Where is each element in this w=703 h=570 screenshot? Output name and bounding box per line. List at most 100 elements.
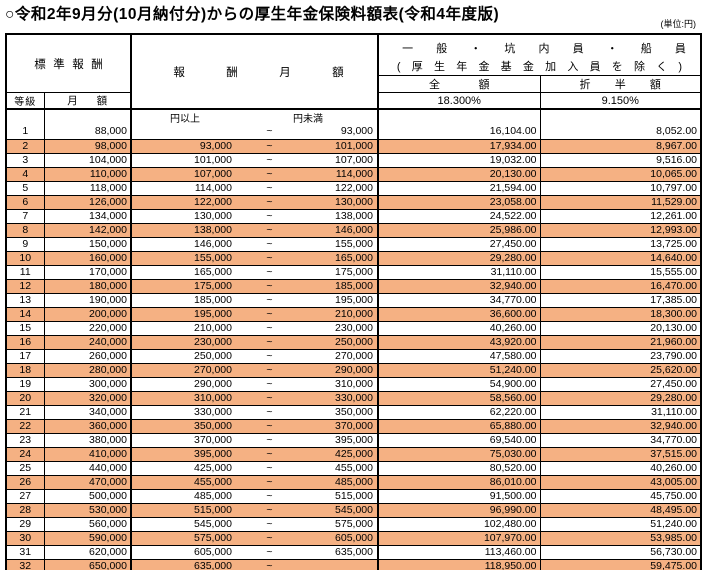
range-from-cell: 230,000 bbox=[131, 335, 238, 350]
half-amount-cell: 21,960.00 bbox=[540, 335, 701, 350]
range-to-cell: 122,000 bbox=[291, 181, 379, 196]
grade-cell: 17 bbox=[6, 349, 45, 364]
header-general-group: 一般・坑内員・船員 (厚生年金基金加入員を除く) bbox=[378, 34, 701, 76]
range-from-cell: 101,000 bbox=[131, 153, 238, 168]
range-to-cell: 107,000 bbox=[291, 153, 379, 168]
range-tilde: ~ bbox=[238, 237, 291, 252]
range-tilde: ~ bbox=[238, 475, 291, 490]
range-from-cell: 130,000 bbox=[131, 209, 238, 224]
grade-cell: 13 bbox=[6, 293, 45, 308]
half-amount-cell: 17,385.00 bbox=[540, 293, 701, 308]
range-from-cell: 515,000 bbox=[131, 503, 238, 518]
full-amount-cell: 75,030.00 bbox=[378, 447, 541, 462]
grade-cell: 30 bbox=[6, 531, 45, 546]
half-amount-cell: 27,450.00 bbox=[540, 377, 701, 392]
half-amount-cell: 51,240.00 bbox=[540, 517, 701, 532]
range-from-cell: 175,000 bbox=[131, 279, 238, 294]
full-amount-cell: 58,560.00 bbox=[378, 391, 541, 406]
range-to-cell: 575,000 bbox=[291, 517, 379, 532]
table-row: 11 170,000 165,000 ~175,000 31,110.00 15,555.… bbox=[6, 265, 701, 280]
range-to-cell: 185,000 bbox=[291, 279, 379, 294]
range-from-cell: 605,000 bbox=[131, 545, 238, 560]
grade-cell: 22 bbox=[6, 419, 45, 434]
half-amount-cell: 12,993.00 bbox=[540, 223, 701, 238]
range-from-cell bbox=[131, 125, 238, 140]
full-amount-cell: 51,240.00 bbox=[378, 363, 541, 378]
range-to-cell: 485,000 bbox=[291, 475, 379, 490]
half-amount-cell: 32,940.00 bbox=[540, 419, 701, 434]
full-amount-cell: 31,110.00 bbox=[378, 265, 541, 280]
range-to-cell: 210,000 bbox=[291, 307, 379, 322]
table-row: 26 470,000 455,000 ~485,000 86,010.00 43,005.… bbox=[6, 475, 701, 490]
grade-cell: 20 bbox=[6, 391, 45, 406]
full-amount-cell: 27,450.00 bbox=[378, 237, 541, 252]
range-from-cell: 250,000 bbox=[131, 349, 238, 364]
range-from-cell: 195,000 bbox=[131, 307, 238, 322]
header-standard-remuneration: 標準報酬 bbox=[6, 34, 132, 93]
range-tilde: ~ bbox=[238, 461, 291, 476]
full-amount-cell: 23,058.00 bbox=[378, 195, 541, 210]
grade-cell: 2 bbox=[6, 139, 45, 154]
header-general-line1: 一般・坑内員・船員 bbox=[402, 42, 701, 55]
header-monthly-amount: 月額 bbox=[44, 92, 132, 110]
monthly-cell: 220,000 bbox=[44, 321, 132, 336]
range-to-cell: 250,000 bbox=[291, 335, 379, 350]
grade-cell: 29 bbox=[6, 517, 45, 532]
range-tilde: ~ bbox=[238, 321, 291, 336]
range-tilde: ~ bbox=[238, 391, 291, 406]
table-row: 10 160,000 155,000 ~165,000 29,280.00 14,640.… bbox=[6, 251, 701, 266]
table-row: 31 620,000 605,000 ~635,000 113,460.00 56,730… bbox=[6, 545, 701, 560]
full-amount-cell: 21,594.00 bbox=[378, 181, 541, 196]
table-row: 30 590,000 575,000 ~605,000 107,970.00 53,985… bbox=[6, 531, 701, 546]
table-row: 9 150,000 146,000 ~155,000 27,450.00 13,725.0… bbox=[6, 237, 701, 252]
range-from-cell: 485,000 bbox=[131, 489, 238, 504]
half-amount-cell: 12,261.00 bbox=[540, 209, 701, 224]
monthly-cell: 590,000 bbox=[44, 531, 132, 546]
range-tilde: ~ bbox=[238, 195, 291, 210]
full-amount-cell: 62,220.00 bbox=[378, 405, 541, 420]
range-tilde: ~ bbox=[238, 181, 291, 196]
full-amount-cell: 16,104.00 bbox=[378, 125, 541, 140]
full-amount-cell: 69,540.00 bbox=[378, 433, 541, 448]
half-amount-cell: 14,640.00 bbox=[540, 251, 701, 266]
range-to-cell bbox=[291, 559, 379, 570]
half-amount-cell: 56,730.00 bbox=[540, 545, 701, 560]
grade-cell: 9 bbox=[6, 237, 45, 252]
page-title: ○令和2年9月分(10月納付分)からの厚生年金保険料額表(令和4年度版) bbox=[5, 6, 500, 23]
range-tilde: ~ bbox=[238, 125, 291, 140]
grade-cell: 23 bbox=[6, 433, 45, 448]
range-from-cell: 165,000 bbox=[131, 265, 238, 280]
range-to-cell: 310,000 bbox=[291, 377, 379, 392]
half-amount-cell: 53,985.00 bbox=[540, 531, 701, 546]
full-amount-cell: 17,934.00 bbox=[378, 139, 541, 154]
grade-cell: 26 bbox=[6, 475, 45, 490]
empty-grade-cell bbox=[6, 109, 45, 125]
half-amount-cell: 59,475.00 bbox=[540, 559, 701, 570]
grade-cell: 1 bbox=[6, 125, 45, 140]
grade-cell: 8 bbox=[6, 223, 45, 238]
header-full-amount: 全額 bbox=[378, 75, 541, 93]
range-to-cell: 155,000 bbox=[291, 237, 379, 252]
full-amount-cell: 20,130.00 bbox=[378, 167, 541, 182]
range-tilde: ~ bbox=[238, 545, 291, 560]
range-to-cell: 130,000 bbox=[291, 195, 379, 210]
full-amount-cell: 65,880.00 bbox=[378, 419, 541, 434]
range-to-cell: 270,000 bbox=[291, 349, 379, 364]
monthly-cell: 260,000 bbox=[44, 349, 132, 364]
monthly-cell: 300,000 bbox=[44, 377, 132, 392]
table-row: 16 240,000 230,000 ~250,000 43,920.00 21,960.… bbox=[6, 335, 701, 350]
full-amount-cell: 36,600.00 bbox=[378, 307, 541, 322]
monthly-cell: 110,000 bbox=[44, 167, 132, 182]
range-tilde: ~ bbox=[238, 531, 291, 546]
half-amount-cell: 40,260.00 bbox=[540, 461, 701, 476]
range-from-cell: 185,000 bbox=[131, 293, 238, 308]
range-tilde: ~ bbox=[238, 139, 291, 154]
range-from-cell: 545,000 bbox=[131, 517, 238, 532]
monthly-cell: 200,000 bbox=[44, 307, 132, 322]
monthly-cell: 160,000 bbox=[44, 251, 132, 266]
range-to-cell: 370,000 bbox=[291, 419, 379, 434]
monthly-cell: 190,000 bbox=[44, 293, 132, 308]
monthly-cell: 650,000 bbox=[44, 559, 132, 570]
range-to-cell: 395,000 bbox=[291, 433, 379, 448]
monthly-cell: 530,000 bbox=[44, 503, 132, 518]
